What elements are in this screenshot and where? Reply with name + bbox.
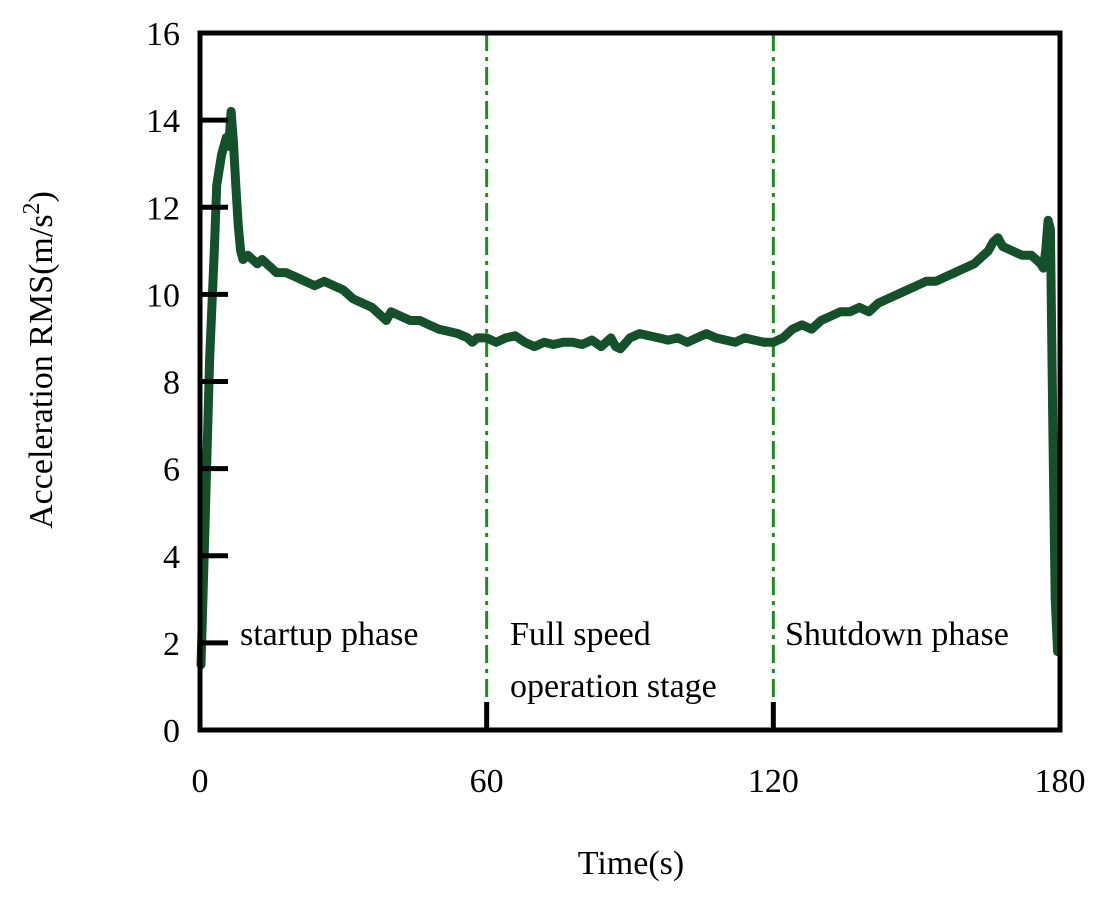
x-tick-label-0: 0: [192, 763, 209, 800]
y-tick-label-10: 10: [146, 277, 180, 314]
x-tick-label-120: 120: [748, 763, 799, 800]
phase-label-startup: startup phase: [240, 616, 418, 653]
y-tick-label-0: 0: [163, 713, 180, 750]
y-tick-label-16: 16: [146, 16, 180, 53]
y-tick-label-8: 8: [163, 365, 180, 402]
tick-labels: 0 2 4 6 8 10 12 14 16 0 60 120 180: [146, 16, 1086, 800]
x-tick-label-180: 180: [1035, 763, 1086, 800]
y-axis-title-close: ): [23, 191, 60, 202]
phase-label-full-speed-line2: operation stage: [510, 668, 717, 705]
y-axis-title-main: Acceleration RMS(m/s: [23, 214, 60, 528]
x-tick-label-60: 60: [470, 763, 504, 800]
phase-label-shutdown: Shutdown phase: [785, 616, 1009, 653]
y-axis-title-superscript: 2: [19, 202, 45, 214]
axis-ticks: [197, 30, 1063, 733]
phase-dividers: [485, 33, 775, 730]
y-tick-label-2: 2: [163, 626, 180, 663]
y-tick-label-6: 6: [163, 452, 180, 489]
y-tick-label-14: 14: [146, 103, 180, 140]
y-tick-label-4: 4: [163, 539, 180, 576]
y-axis-title: Acceleration RMS(m/s2): [19, 191, 60, 529]
y-tick-label-12: 12: [146, 190, 180, 227]
phase-label-full-speed-line1: Full speed: [510, 616, 651, 653]
series-layer: [196, 106, 1063, 670]
series-line-0: [196, 106, 1063, 670]
x-axis-title: Time(s): [578, 845, 684, 882]
